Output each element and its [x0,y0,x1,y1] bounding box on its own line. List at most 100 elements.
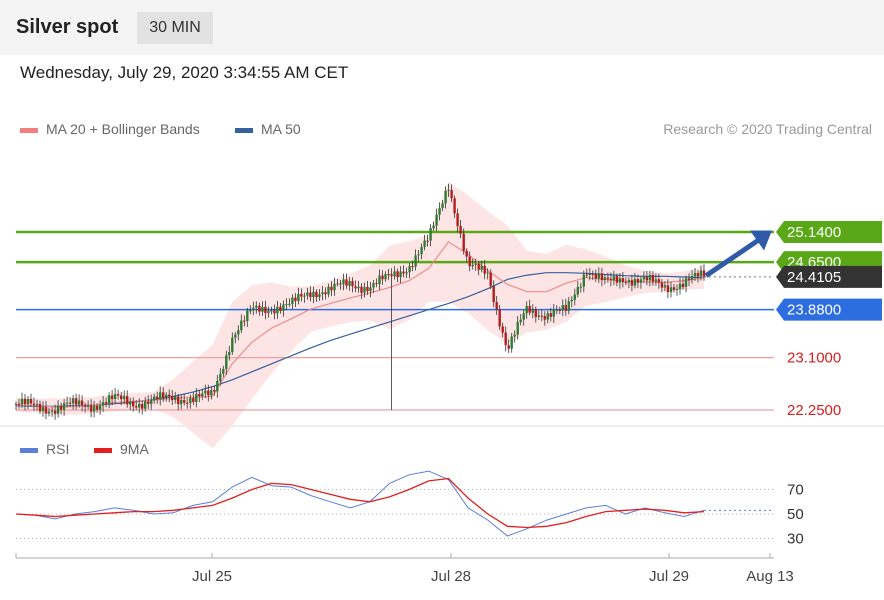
candle-body [360,286,363,293]
candle-body [522,313,525,320]
resistance-label: 25.1400 [787,224,841,241]
candle-body [183,400,186,403]
candle-body [192,398,195,402]
candle-body [699,270,703,277]
candle-body [270,310,273,312]
resistance-tag [776,221,882,243]
candle-body [309,292,312,298]
candle-body [681,283,685,287]
candle-body [447,189,450,191]
candle-body [318,294,321,298]
candle-body [459,226,462,234]
candle-body [453,198,456,214]
candle-body [62,403,66,410]
arrow-head [750,230,772,251]
candle-body [255,305,258,308]
candle-body [540,315,543,317]
candle-body [435,214,438,226]
candle-body [423,240,426,248]
candle-body [498,309,501,327]
candle-body [315,291,318,298]
candle-body [555,309,558,311]
candle-body [156,396,159,400]
candle-body [351,281,354,287]
x-tick-label: Jul 28 [431,568,471,585]
timeframe-badge[interactable]: 30 MIN [137,12,213,44]
candle-body [573,294,576,300]
candle-body [354,286,357,289]
candle-body [98,405,102,410]
candle-body [411,266,414,268]
candle-body [77,400,81,405]
candle-body [432,225,435,229]
candle-body [369,287,372,292]
candle-body [282,304,285,311]
candle-body [273,310,276,314]
candle-body [237,330,240,335]
9ma-swatch [94,447,112,453]
candle-body [684,278,688,287]
candle-body [141,404,144,409]
candle-body [225,355,228,369]
candle-body [258,305,261,312]
candle-body [153,396,156,401]
candle-body [135,406,138,408]
candle-body [246,310,249,321]
candle-body [159,392,162,400]
candle-body [95,405,99,410]
candle-body [414,255,417,267]
candle-body [113,394,117,399]
candle-body [441,203,444,208]
rsi-tick-label: 50 [787,506,804,523]
legend-ma50: MA 50 [235,121,301,137]
candle-body [663,285,667,288]
bollinger-band-area [16,181,704,449]
candle-body [26,399,30,405]
candle-body [468,256,471,267]
candle-body [582,274,585,287]
9ma-label: 9MA [120,441,149,457]
rsi-tick-label: 70 [787,482,804,499]
candle-body [126,396,129,405]
candle-body [228,352,231,356]
candle-body [324,292,327,295]
candle-body [702,270,706,277]
candle-body [690,276,694,281]
candle-body [312,291,315,297]
candle-body [552,310,555,317]
support-label: 23.1000 [787,350,841,367]
candle-body [666,285,670,293]
x-tick-label: Aug 13 [746,568,794,585]
ma20-label: MA 20 + Bollinger Bands [46,121,200,137]
candle-body [321,292,324,295]
x-axis: Jul 25 Jul 28 Jul 29 Aug 13 [15,553,794,585]
candle-body [486,272,489,274]
candle-body [303,295,306,297]
candle-body [558,309,561,311]
ma20-swatch [20,127,38,133]
candle-body [342,279,345,285]
candle-body [89,405,93,412]
candle-body [333,283,336,291]
candle-body [294,297,297,302]
candle-body [267,310,270,313]
candle-body [249,310,252,312]
level-labels: 25.140024.650024.410523.880023.100022.25… [776,221,882,419]
candle-body [639,279,643,283]
candle-body [429,228,432,241]
candle-body [74,398,78,405]
candle-body [213,390,216,392]
candle-body [585,274,588,276]
candle-body [408,266,411,273]
candle-body [669,287,673,293]
candle-body [507,345,510,349]
candle-body [402,271,405,274]
candle-body [510,336,513,349]
candle-body [450,189,453,199]
candle-body [693,273,697,277]
candle-body [144,401,147,409]
legend-ma20: MA 20 + Bollinger Bands [20,121,200,137]
support-label: 22.2500 [787,402,841,419]
candle-body [567,301,570,311]
